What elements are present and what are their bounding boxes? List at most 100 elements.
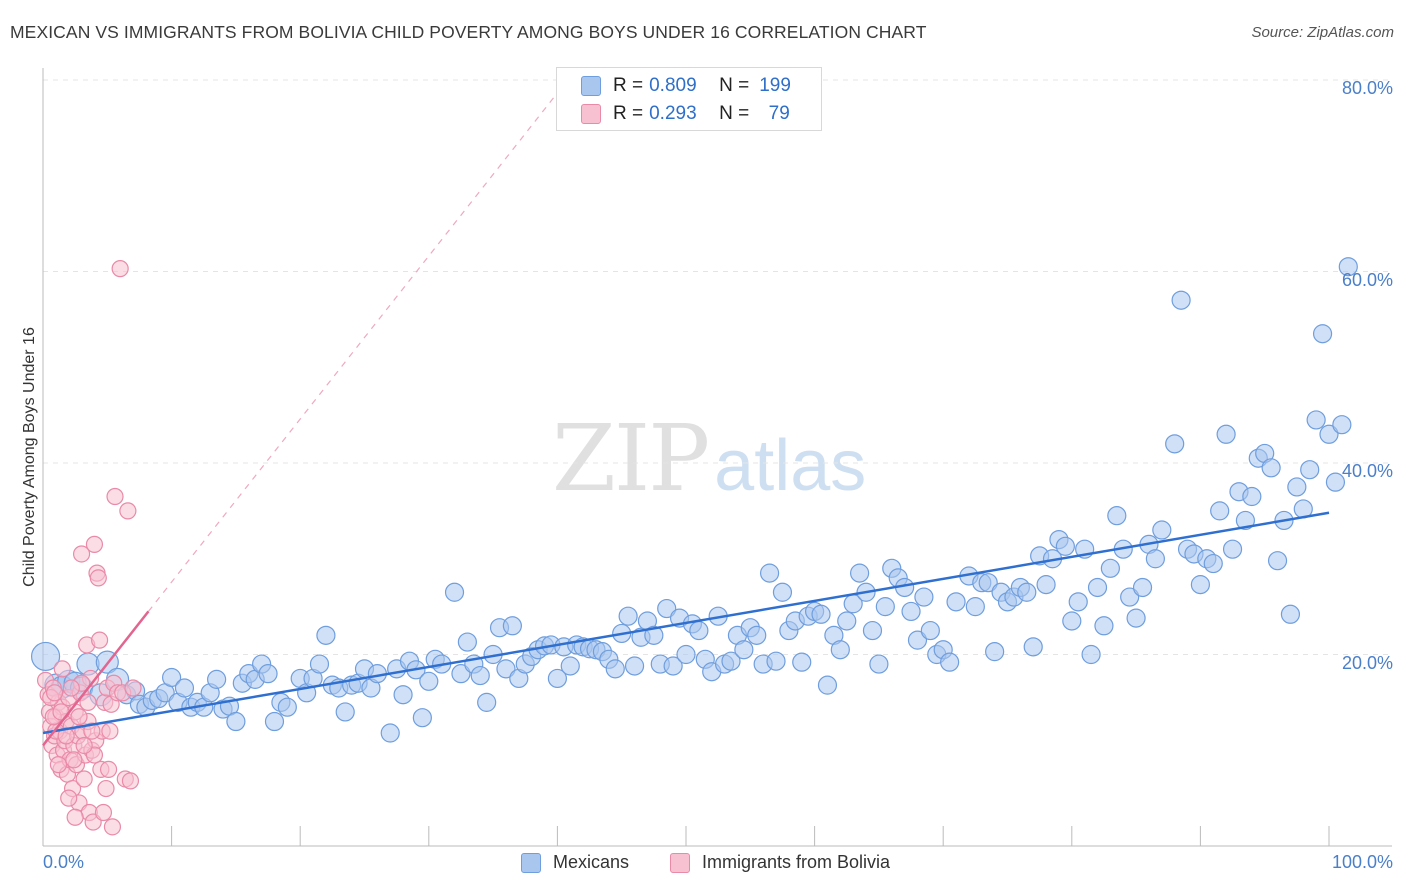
point-mexicans: [766, 651, 786, 671]
point-mexicans: [1094, 616, 1114, 636]
point-mexicans: [1100, 558, 1120, 578]
point-mexicans: [451, 664, 471, 684]
legend-label-mexicans: Mexicans: [553, 852, 630, 872]
point-mexicans: [1165, 434, 1185, 454]
point-bolivia: [45, 684, 64, 702]
point-mexicans: [1216, 424, 1236, 444]
point-bolivia: [121, 772, 140, 790]
trendline-bolivia-extension: [147, 84, 565, 612]
point-mexicans: [496, 659, 516, 679]
point-mexicans: [1203, 553, 1223, 574]
point-mexicans: [380, 723, 400, 743]
y-tick-label: 40.0%: [1341, 461, 1393, 481]
point-mexicans: [560, 656, 580, 676]
point-mexicans: [901, 601, 921, 622]
point-mexicans: [862, 620, 883, 641]
point-mexicans: [869, 654, 889, 674]
y-axis-label: Child Poverty Among Boys Under 16: [21, 327, 38, 587]
legend-item-bolivia[interactable]: Immigrants from Bolivia: [670, 852, 890, 873]
point-bolivia: [89, 569, 107, 587]
point-mexicans: [1280, 604, 1301, 624]
point-mexicans: [477, 692, 497, 712]
point-mexicans: [502, 616, 522, 636]
point-mexicans: [850, 563, 870, 583]
point-bolivia: [83, 722, 101, 740]
point-mexicans: [277, 697, 297, 717]
point-mexicans: [207, 669, 227, 689]
legend-row-mexicans: R = 0.809 N = 199: [581, 73, 799, 99]
point-mexicans: [1152, 520, 1172, 540]
y-tick-label: 20.0%: [1341, 652, 1393, 673]
legend-r-value: 0.809: [649, 75, 697, 96]
point-mexicans: [1017, 582, 1037, 602]
point-mexicans: [1235, 510, 1256, 531]
point-mexicans: [393, 685, 413, 705]
point-mexicans: [1210, 501, 1230, 521]
legend-n-label: N =: [719, 75, 750, 96]
point-mexicans: [907, 630, 928, 650]
trendline-bolivia: [42, 610, 150, 747]
point-bolivia: [103, 818, 122, 836]
point-mexicans: [811, 604, 831, 624]
point-bolivia: [124, 679, 142, 697]
legend-r-label: R =: [613, 75, 644, 96]
legend-r-label: R =: [613, 103, 644, 124]
point-mexicans: [734, 640, 754, 660]
point-mexicans: [772, 582, 793, 602]
point-mexicans: [457, 632, 477, 652]
point-mexicans: [817, 675, 838, 695]
point-mexicans: [830, 640, 850, 660]
point-bolivia: [49, 756, 68, 774]
point-mexicans: [1312, 324, 1333, 344]
point-bolivia: [53, 660, 71, 678]
point-mexicans: [624, 656, 645, 676]
point-mexicans: [1087, 577, 1108, 598]
point-mexicans: [978, 573, 998, 593]
point-mexicans: [1081, 644, 1101, 665]
point-mexicans: [335, 702, 355, 722]
trendline-mexicans: [42, 511, 1330, 735]
point-bolivia: [70, 708, 88, 726]
point-mexicans: [316, 625, 336, 645]
point-bolivia: [79, 693, 97, 711]
legend-swatch-mexicans: [581, 76, 601, 96]
point-mexicans: [174, 678, 195, 698]
legend-swatch-mexicans: [521, 852, 541, 873]
point-mexicans: [419, 671, 439, 691]
point-mexicans: [689, 620, 709, 641]
point-mexicans: [663, 656, 683, 676]
point-bolivia: [60, 789, 78, 807]
point-mexicans: [258, 664, 278, 684]
point-mexicans: [1036, 575, 1056, 595]
y-tick-label: 80.0%: [1341, 78, 1393, 98]
point-mexicans: [721, 651, 741, 671]
point-mexicans: [1319, 424, 1339, 444]
legend-item-mexicans[interactable]: Mexicans: [521, 852, 629, 873]
legend-swatch-bolivia: [670, 852, 690, 873]
point-mexicans: [676, 644, 696, 665]
point-mexicans: [875, 597, 895, 617]
point-mexicans: [1190, 575, 1211, 595]
point-mexicans: [1171, 290, 1191, 310]
point-mexicans: [162, 667, 182, 688]
point-mexicans: [759, 563, 780, 583]
point-bolivia: [52, 703, 70, 721]
point-bolivia: [75, 770, 93, 788]
point-mexicans: [657, 598, 677, 619]
point-bolivia: [99, 760, 118, 779]
legend-label-bolivia: Immigrants from Bolivia: [702, 852, 891, 872]
point-mexicans: [1068, 592, 1088, 612]
point-mexicans: [1222, 539, 1243, 559]
series-legend: Mexicans Immigrants from Bolivia: [0, 852, 1406, 878]
x-tick-label-min: 0.0%: [43, 852, 85, 872]
point-mexicans: [940, 652, 960, 672]
legend-n-value: 79: [768, 103, 790, 124]
point-mexicans: [1332, 415, 1352, 435]
point-bolivia: [119, 502, 137, 520]
point-bolivia: [101, 722, 119, 740]
point-bolivia: [90, 631, 109, 649]
point-mexicans: [837, 611, 857, 631]
point-mexicans: [1145, 549, 1165, 569]
legend-swatch-bolivia: [581, 104, 601, 124]
point-mexicans: [226, 711, 246, 732]
